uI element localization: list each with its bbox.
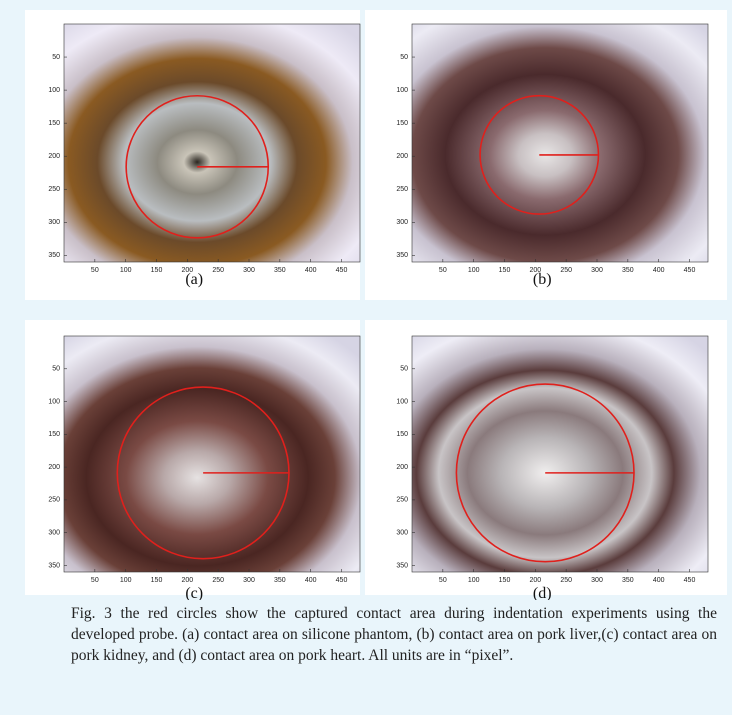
panel-label: (d) — [533, 585, 552, 600]
y-tick-label: 150 — [48, 431, 60, 438]
photo — [64, 336, 360, 572]
x-tick-label: 300 — [591, 267, 603, 274]
x-tick-label: 450 — [336, 577, 348, 584]
y-tick-label: 350 — [48, 562, 60, 569]
y-tick-label: 100 — [48, 87, 60, 94]
x-tick-label: 300 — [591, 577, 603, 584]
y-tick-label: 300 — [396, 219, 408, 226]
x-tick-label: 250 — [212, 267, 224, 274]
x-tick-label: 300 — [243, 267, 255, 274]
x-tick-label: 450 — [684, 577, 696, 584]
y-tick-label: 250 — [396, 497, 408, 504]
y-tick-label: 300 — [396, 530, 408, 537]
photo — [412, 24, 708, 262]
y-tick-label: 100 — [396, 87, 408, 94]
y-tick-label: 100 — [48, 398, 60, 405]
x-tick-label: 250 — [560, 267, 572, 274]
x-tick-label: 350 — [622, 577, 634, 584]
x-tick-label: 150 — [151, 577, 163, 584]
y-tick-label: 250 — [48, 497, 60, 504]
y-tick-label: 50 — [400, 54, 408, 61]
x-tick-label: 400 — [305, 577, 317, 584]
x-tick-label: 100 — [468, 267, 480, 274]
x-tick-label: 450 — [684, 267, 696, 274]
x-tick-label: 400 — [653, 577, 665, 584]
x-tick-label: 200 — [529, 577, 541, 584]
x-tick-label: 450 — [336, 267, 348, 274]
y-tick-label: 250 — [396, 186, 408, 193]
y-tick-label: 300 — [48, 530, 60, 537]
x-tick-label: 300 — [243, 577, 255, 584]
x-tick-label: 50 — [91, 577, 99, 584]
x-tick-label: 50 — [439, 577, 447, 584]
x-tick-label: 250 — [212, 577, 224, 584]
y-tick-label: 50 — [52, 366, 60, 373]
photo — [412, 336, 708, 572]
x-tick-label: 350 — [622, 267, 634, 274]
x-tick-label: 100 — [468, 577, 480, 584]
y-tick-label: 350 — [396, 252, 408, 259]
x-tick-label: 150 — [499, 577, 511, 584]
x-tick-label: 200 — [181, 577, 193, 584]
y-tick-label: 50 — [52, 54, 60, 61]
x-tick-label: 350 — [274, 267, 286, 274]
y-tick-label: 150 — [396, 120, 408, 127]
figure: 50 100 150 200 250 300 350 400 450 50 100 150 200 250… — [0, 0, 732, 600]
panel-label: (c) — [185, 585, 203, 600]
x-tick-label: 100 — [120, 267, 132, 274]
y-tick-label: 100 — [396, 398, 408, 405]
photo — [64, 24, 360, 262]
panel-label: (a) — [185, 271, 203, 288]
y-tick-label: 200 — [48, 153, 60, 160]
y-tick-label: 350 — [396, 562, 408, 569]
y-tick-label: 250 — [48, 186, 60, 193]
page: 50 100 150 200 250 300 350 400 450 50 100 150 200 250… — [0, 0, 732, 715]
y-tick-label: 150 — [396, 431, 408, 438]
y-tick-label: 50 — [400, 366, 408, 373]
x-tick-label: 50 — [91, 267, 99, 274]
y-tick-label: 150 — [48, 120, 60, 127]
y-tick-label: 200 — [396, 153, 408, 160]
x-tick-label: 250 — [560, 577, 572, 584]
x-tick-label: 350 — [274, 577, 286, 584]
figure-caption: Fig. 3 the red circles show the captured… — [71, 603, 717, 666]
y-tick-label: 200 — [48, 464, 60, 471]
x-tick-label: 50 — [439, 267, 447, 274]
x-tick-label: 150 — [499, 267, 511, 274]
x-tick-label: 150 — [151, 267, 163, 274]
panel-label: (b) — [533, 271, 552, 288]
y-tick-label: 350 — [48, 252, 60, 259]
y-tick-label: 200 — [396, 464, 408, 471]
x-tick-label: 400 — [653, 267, 665, 274]
x-tick-label: 100 — [120, 577, 132, 584]
y-tick-label: 300 — [48, 219, 60, 226]
x-tick-label: 400 — [305, 267, 317, 274]
